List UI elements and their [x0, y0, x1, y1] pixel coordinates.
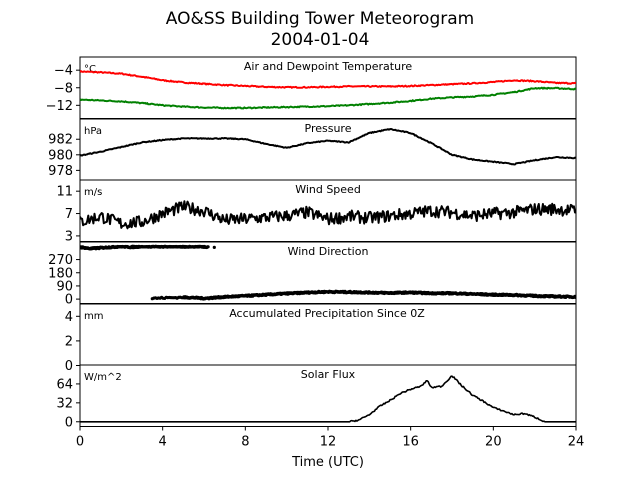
panel-1: −4 −8 −12 Air and Dewpoint Temperature °C: [46, 56, 577, 119]
panel-title: Accumulated Precipitation Since 0Z: [229, 307, 425, 320]
y-tick-label: 3: [65, 229, 73, 244]
x-tick-label: 16: [402, 435, 419, 450]
y-tick-label: 270: [48, 253, 73, 268]
y-tick-label: 11: [56, 185, 73, 200]
y-tick-label: 32: [56, 396, 73, 411]
y-tick-label: 982: [48, 133, 73, 148]
y-tick-label: 0: [65, 293, 73, 308]
y-tick-label: 7: [65, 207, 73, 222]
wind-direction-point: [206, 245, 210, 249]
panel-6: 64 32 0 Solar Flux W/m^2: [56, 364, 577, 430]
panel-title: Solar Flux: [301, 368, 356, 381]
y-tick-label: 90: [56, 279, 73, 294]
x-tick-label: 0: [76, 435, 84, 450]
unit-label: m/s: [84, 187, 102, 198]
series-2-line: [80, 86, 576, 110]
y-tick-label: 978: [48, 164, 73, 179]
panel-title: Wind Direction: [288, 245, 369, 258]
panel-3: 11 7 3 Wind Speed m/s: [56, 179, 577, 244]
y-tick-label: 0: [65, 359, 73, 374]
x-tick-label: 8: [241, 435, 249, 450]
unit-label: W/m^2: [84, 372, 122, 383]
unit-label: mm: [84, 311, 103, 322]
y-tick-label: 4: [65, 310, 73, 325]
x-tick-label: 20: [485, 435, 502, 450]
x-tick-label: 24: [568, 435, 585, 450]
x-tick-label: 12: [320, 435, 337, 450]
wind-direction-point: [212, 245, 216, 249]
figure-title-line2: 2004-01-04: [271, 30, 370, 50]
y-tick-label: −12: [46, 99, 73, 114]
figure-title-line1: AO&SS Building Tower Meteorogram: [166, 9, 474, 29]
y-tick-label: 180: [48, 266, 73, 281]
panel-5: 4 2 0 Accumulated Precipitation Since 0Z mm: [65, 303, 577, 374]
y-tick-label: 0: [65, 415, 73, 430]
series-1-line: [80, 70, 576, 89]
x-tick-label: 4: [159, 435, 167, 450]
y-tick-label: −8: [54, 81, 73, 96]
panel-title: Air and Dewpoint Temperature: [244, 60, 412, 73]
unit-label: hPa: [84, 126, 102, 137]
series-1: [80, 244, 216, 251]
series-1-line: [80, 200, 576, 230]
series-1-line: [80, 128, 576, 166]
panel-title: Wind Speed: [295, 183, 361, 196]
unit-label: °C: [84, 64, 96, 75]
panel-frame: [79, 303, 577, 366]
x-axis-label: Time (UTC): [291, 455, 364, 470]
y-tick-label: −4: [54, 64, 73, 79]
y-tick-label: 2: [65, 334, 73, 349]
panel-frame: [79, 364, 577, 427]
series-1-line: [80, 375, 576, 423]
panel-title: Pressure: [305, 122, 352, 135]
y-tick-label: 980: [48, 148, 73, 163]
y-tick-label: 64: [56, 377, 73, 392]
panels: −4 −8 −12 Air and Dewpoint Temperature °C 982…: [46, 56, 577, 430]
wind-direction-point: [574, 295, 576, 300]
series-2: [150, 289, 576, 301]
x-axis: 0 4 8 12 16 20 24: [76, 426, 585, 450]
